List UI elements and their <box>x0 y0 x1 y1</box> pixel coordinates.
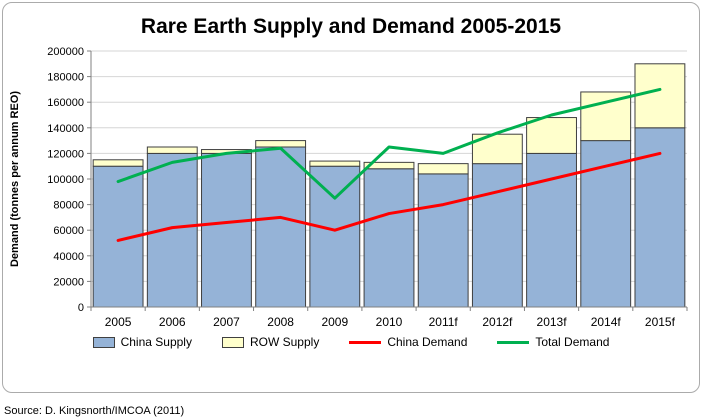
demand-line <box>116 87 662 200</box>
y-tick-label: 200000 <box>47 46 84 58</box>
chart-title: Rare Earth Supply and Demand 2005-2015 <box>140 15 562 38</box>
legend-label-row-supply: ROW Supply <box>249 335 320 349</box>
china-demand-line-icon <box>349 340 382 344</box>
x-tick-label: 2012f <box>482 315 513 329</box>
y-tick-label: 180000 <box>47 72 84 84</box>
bar-segment <box>146 152 198 308</box>
bar-segment <box>363 161 415 170</box>
bar-segment <box>92 159 144 167</box>
x-tick-label: 2006 <box>159 315 186 329</box>
legend-item-row-supply: ROW Supply <box>221 335 320 349</box>
y-tick-label: 160000 <box>47 97 84 109</box>
bar-segment <box>146 146 198 154</box>
bar-segment <box>526 152 577 308</box>
bar-segment <box>417 163 469 175</box>
bar-segment <box>201 152 252 308</box>
bar-segment <box>580 140 632 308</box>
source-note: Source: D. Kingsnorth/IMCOA (2011) <box>4 405 185 417</box>
y-axis-title: Demand (tonnes per annum REO) <box>9 91 21 267</box>
legend-item-china-supply: China Supply <box>92 335 192 349</box>
x-tick-label: 2013f <box>537 315 568 329</box>
y-tick-label: 20000 <box>53 276 84 288</box>
bar-segment <box>417 173 469 308</box>
y-tick-label: 40000 <box>53 251 84 263</box>
legend-label-china-demand: China Demand <box>387 335 468 349</box>
bar-segment <box>309 165 361 308</box>
bar-segment <box>309 160 361 167</box>
y-tick-label: 120000 <box>47 148 84 160</box>
chart-legend: China Supply ROW Supply China Demand Tot… <box>3 335 699 349</box>
chart-canvas: 0 20000 40000 60000 80000 100000 120000 140000 1… <box>9 46 688 329</box>
x-tick-label: 2009 <box>321 315 348 329</box>
bar-segment <box>471 163 523 308</box>
x-tick-label: 2007 <box>213 315 240 329</box>
demand-line <box>116 151 662 242</box>
total-demand-line-icon <box>497 340 530 344</box>
bar-segment <box>634 63 686 129</box>
chart-frame: Rare Earth Supply and Demand 2005-2015 0… <box>2 2 700 393</box>
y-tick-label: 140000 <box>47 123 84 135</box>
x-tick-label: 2008 <box>267 315 294 329</box>
legend-item-total-demand: Total Demand <box>497 335 609 349</box>
legend-item-china-demand: China Demand <box>349 335 467 349</box>
y-tick-label: 0 <box>78 302 84 314</box>
y-tick-label: 100000 <box>47 174 84 186</box>
x-tick-label: 2005 <box>105 315 132 329</box>
x-tick-label: 2014f <box>591 315 622 329</box>
bar-segment <box>363 168 415 308</box>
bar-segment <box>580 91 632 142</box>
x-tick-label: 2010 <box>376 315 403 329</box>
row-supply-swatch-icon <box>221 336 244 348</box>
bar-segment <box>526 117 577 154</box>
bar-segment <box>255 140 307 148</box>
legend-label-total-demand: Total Demand <box>535 335 610 349</box>
legend-label-china-supply: China Supply <box>120 335 192 349</box>
bar-segment <box>255 146 307 308</box>
x-tick-label: 2011f <box>429 315 459 329</box>
y-tick-label: 60000 <box>53 225 84 237</box>
x-tick-label: 2015f <box>645 315 676 329</box>
china-supply-swatch-icon <box>92 336 115 348</box>
y-tick-label: 80000 <box>53 200 84 212</box>
